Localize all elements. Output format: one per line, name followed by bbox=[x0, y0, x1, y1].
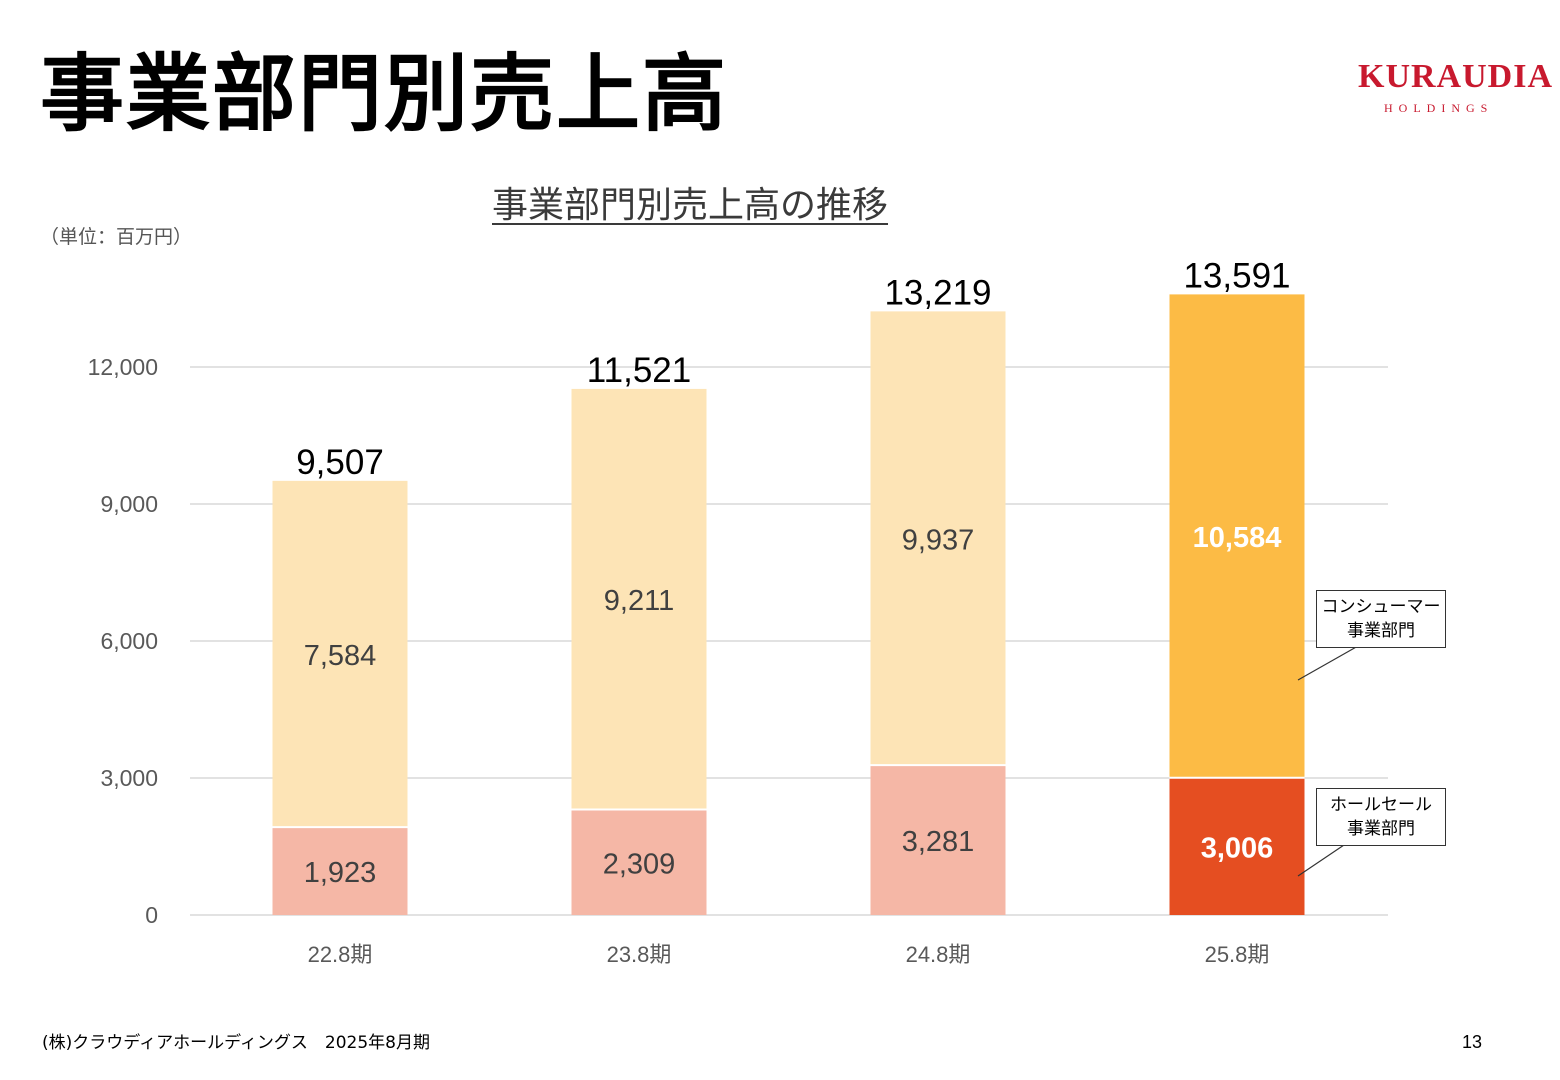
callout-consumer: コンシューマー 事業部門 bbox=[1316, 590, 1446, 648]
bar-consumer bbox=[571, 388, 707, 810]
logo-subtitle: HOLDINGS bbox=[1384, 101, 1494, 115]
x-tick-label: 24.8期 bbox=[906, 942, 971, 967]
callout-consumer-line2: 事業部門 bbox=[1347, 621, 1415, 641]
bar-wholesale bbox=[870, 765, 1006, 915]
consumer-value-label: 9,211 bbox=[604, 585, 674, 617]
total-value-label: 11,521 bbox=[587, 351, 691, 390]
bar-consumer bbox=[272, 480, 408, 828]
callout-consumer-leader bbox=[1297, 645, 1359, 681]
x-tick-label: 25.8期 bbox=[1205, 942, 1270, 967]
callout-wholesale: ホールセール 事業部門 bbox=[1316, 788, 1446, 846]
page-number: 13 bbox=[1462, 1032, 1483, 1052]
wholesale-value-label: 3,281 bbox=[902, 826, 975, 858]
company-logo: KURAUDIA HOLDINGS bbox=[1358, 60, 1552, 122]
callout-wholesale-line2: 事業部門 bbox=[1347, 819, 1415, 839]
bar-consumer bbox=[1169, 294, 1305, 778]
callout-wholesale-line1: ホールセール bbox=[1330, 795, 1432, 815]
logo-wordmark: KURAUDIA bbox=[1358, 58, 1553, 95]
bar-wholesale bbox=[272, 827, 408, 915]
total-value-label: 13,591 bbox=[1183, 256, 1290, 295]
x-tick-label: 22.8期 bbox=[308, 942, 373, 967]
y-tick-label: 12,000 bbox=[88, 354, 158, 380]
total-value-label: 13,219 bbox=[884, 273, 991, 312]
bar-wholesale bbox=[1169, 777, 1305, 915]
y-tick-label: 9,000 bbox=[100, 491, 158, 517]
callout-wholesale-leader bbox=[1297, 844, 1345, 877]
consumer-value-label: 7,584 bbox=[304, 640, 377, 672]
y-tick-label: 3,000 bbox=[100, 765, 158, 791]
x-tick-label: 23.8期 bbox=[607, 942, 672, 967]
chart-title: 事業部門別売上高の推移 bbox=[492, 185, 889, 226]
callout-consumer-line1: コンシューマー bbox=[1321, 597, 1441, 617]
total-value-label: 9,507 bbox=[296, 443, 384, 482]
consumer-value-label: 9,937 bbox=[902, 524, 975, 556]
bar-consumer bbox=[870, 311, 1006, 766]
consumer-value-label: 10,584 bbox=[1193, 522, 1282, 554]
page-title: 事業部門別売上高 bbox=[40, 45, 729, 143]
y-tick-label: 0 bbox=[145, 902, 158, 928]
y-tick-label: 6,000 bbox=[100, 628, 158, 654]
wholesale-value-label: 1,923 bbox=[304, 857, 377, 889]
wholesale-value-label: 2,309 bbox=[603, 848, 676, 880]
bar-wholesale bbox=[571, 809, 707, 915]
unit-label: （単位：百万円） bbox=[40, 226, 193, 248]
wholesale-value-label: 3,006 bbox=[1201, 832, 1274, 864]
footer-company-period: (株)クラウディアホールディングス 2025年8月期 bbox=[42, 1033, 430, 1053]
